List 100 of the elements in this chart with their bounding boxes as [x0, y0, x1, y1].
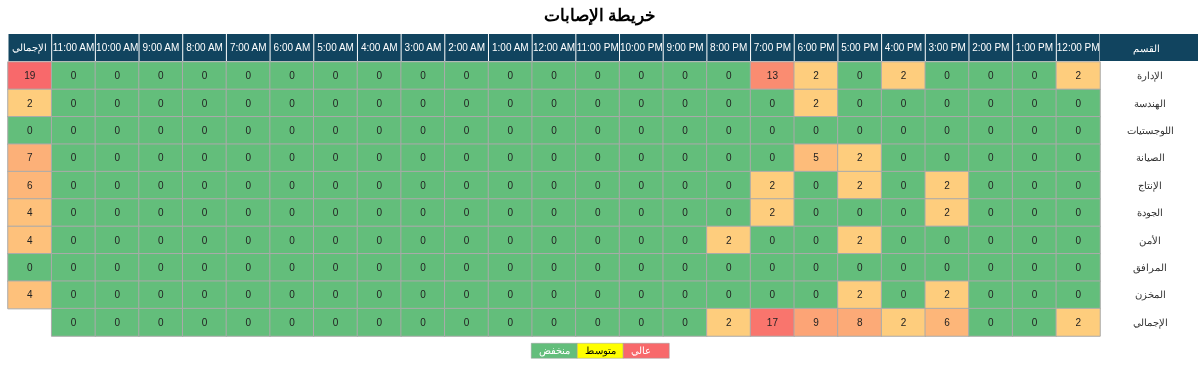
data-label: 0 — [725, 262, 732, 273]
data-label: 6 — [944, 316, 951, 328]
data-label: 0 — [463, 262, 470, 273]
y-tick-label: الإنتاج — [1138, 179, 1162, 192]
data-label: 2 — [769, 207, 776, 219]
data-label: 2 — [1075, 70, 1082, 82]
data-label: 0 — [114, 179, 121, 191]
data-label: 0 — [944, 234, 951, 246]
y-tick-label: الإجمالي — [1132, 316, 1168, 329]
data-label: 0 — [988, 70, 995, 82]
data-label: 0 — [856, 70, 863, 82]
x-tick-label: 5:00 AM — [317, 42, 354, 53]
data-label: 0 — [289, 97, 296, 109]
data-label: 2 — [27, 97, 34, 109]
data-label: 0 — [638, 97, 645, 109]
data-label: 0 — [332, 316, 339, 328]
data-label: 0 — [594, 316, 601, 328]
data-label: 0 — [158, 234, 165, 246]
data-label: 0 — [201, 125, 208, 136]
data-label: 0 — [289, 234, 296, 246]
data-label: 0 — [682, 152, 689, 164]
data-label: 0 — [594, 70, 601, 82]
data-label: 4 — [27, 207, 34, 219]
data-label: 0 — [1031, 70, 1038, 82]
data-label: 0 — [420, 289, 427, 301]
data-label: 0 — [988, 316, 995, 328]
data-label: 0 — [1031, 234, 1038, 246]
data-label: 0 — [114, 97, 121, 109]
data-label: 0 — [682, 316, 689, 328]
data-label: 0 — [245, 316, 252, 328]
data-label: 2 — [944, 207, 951, 219]
data-label: 0 — [507, 125, 514, 136]
data-label: 0 — [594, 97, 601, 109]
x-tick-label: 8:00 AM — [186, 42, 223, 53]
data-label: 0 — [114, 316, 121, 328]
data-label: 0 — [682, 207, 689, 219]
data-label: 0 — [638, 152, 645, 164]
data-label: 0 — [682, 70, 689, 82]
data-label: 0 — [638, 316, 645, 328]
data-label: 0 — [988, 125, 995, 136]
data-label: 0 — [725, 207, 732, 219]
data-label: 2 — [725, 316, 732, 328]
data-label: 0 — [201, 316, 208, 328]
x-tick-label: 6:00 AM — [273, 42, 311, 53]
data-label: 0 — [1031, 289, 1038, 301]
data-label: 2 — [856, 152, 863, 164]
data-label: 2 — [1075, 316, 1082, 328]
data-label: 0 — [376, 179, 383, 191]
data-label: 0 — [201, 207, 208, 219]
data-label: 0 — [1031, 152, 1038, 164]
data-label: 2 — [856, 234, 863, 246]
data-label: 0 — [988, 207, 995, 219]
data-label: 0 — [944, 70, 951, 82]
data-label: 0 — [594, 125, 601, 136]
data-label: 0 — [813, 234, 820, 246]
data-label: 0 — [638, 179, 645, 191]
data-label: 5 — [813, 152, 820, 164]
data-label: 0 — [332, 234, 339, 246]
data-label: 0 — [551, 262, 558, 273]
data-label: 0 — [332, 70, 339, 82]
data-label: 0 — [1031, 179, 1038, 191]
data-label: 0 — [988, 152, 995, 164]
data-label: 0 — [463, 179, 470, 191]
data-label: 0 — [158, 179, 165, 191]
data-label: 0 — [900, 262, 907, 273]
data-label: 0 — [551, 316, 558, 328]
data-label: 0 — [638, 207, 645, 219]
data-label: 0 — [158, 97, 165, 109]
data-label: 0 — [245, 289, 252, 301]
data-label: 0 — [725, 125, 732, 136]
data-label: 0 — [463, 316, 470, 328]
data-label: 0 — [1075, 125, 1082, 136]
x-tick-label: 7:00 PM — [753, 42, 792, 53]
data-label: 0 — [70, 262, 77, 273]
data-label: 0 — [813, 179, 820, 191]
data-label: 0 — [507, 179, 514, 191]
data-label: 0 — [332, 262, 339, 273]
y-tick-label: الصيانة — [1135, 152, 1165, 164]
x-tick-label: 1:00 AM — [491, 42, 529, 53]
x-tick-label: 9:00 PM — [666, 42, 704, 53]
data-label: 0 — [70, 70, 77, 82]
data-label: 0 — [1031, 97, 1038, 109]
data-label: 0 — [551, 179, 558, 191]
data-label: 0 — [900, 234, 907, 246]
y-tick-label: الهندسة — [1134, 97, 1166, 110]
x-tick-label: 12:00 PM — [1056, 42, 1100, 53]
data-label: 17 — [766, 316, 779, 328]
data-label: 0 — [900, 207, 907, 219]
data-label: 0 — [813, 262, 820, 273]
data-label: 0 — [70, 97, 77, 109]
data-label: 0 — [463, 234, 470, 246]
data-label: 2 — [813, 70, 820, 82]
data-label: 0 — [1075, 289, 1082, 301]
data-label: 0 — [70, 234, 77, 246]
data-label: 0 — [551, 97, 558, 109]
data-label: 0 — [769, 125, 776, 136]
data-label: 0 — [551, 234, 558, 246]
x-tick-label: 4:00 PM — [884, 42, 923, 53]
data-label: 0 — [900, 97, 907, 109]
data-label: 0 — [638, 70, 645, 82]
